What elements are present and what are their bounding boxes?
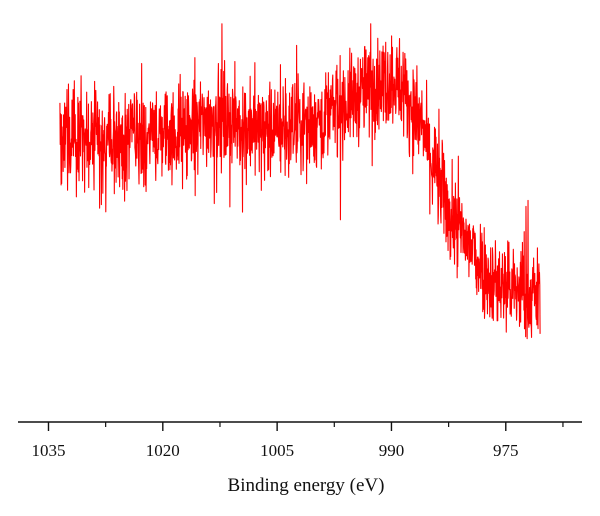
x-tick-label: 990: [379, 441, 405, 460]
x-tick-label: 1035: [31, 441, 65, 460]
x-axis-ticks: [47, 422, 564, 431]
x-tick-label: 975: [493, 441, 519, 460]
x-tick-label: 1005: [260, 441, 294, 460]
x-axis-title: Binding energy (eV): [228, 475, 385, 496]
plot-area: [59, 23, 541, 340]
spectrum-line: [59, 23, 541, 340]
x-tick-label: 1020: [146, 441, 180, 460]
x-axis-tick-labels: 1035 1020 1005 990 975: [31, 441, 518, 460]
